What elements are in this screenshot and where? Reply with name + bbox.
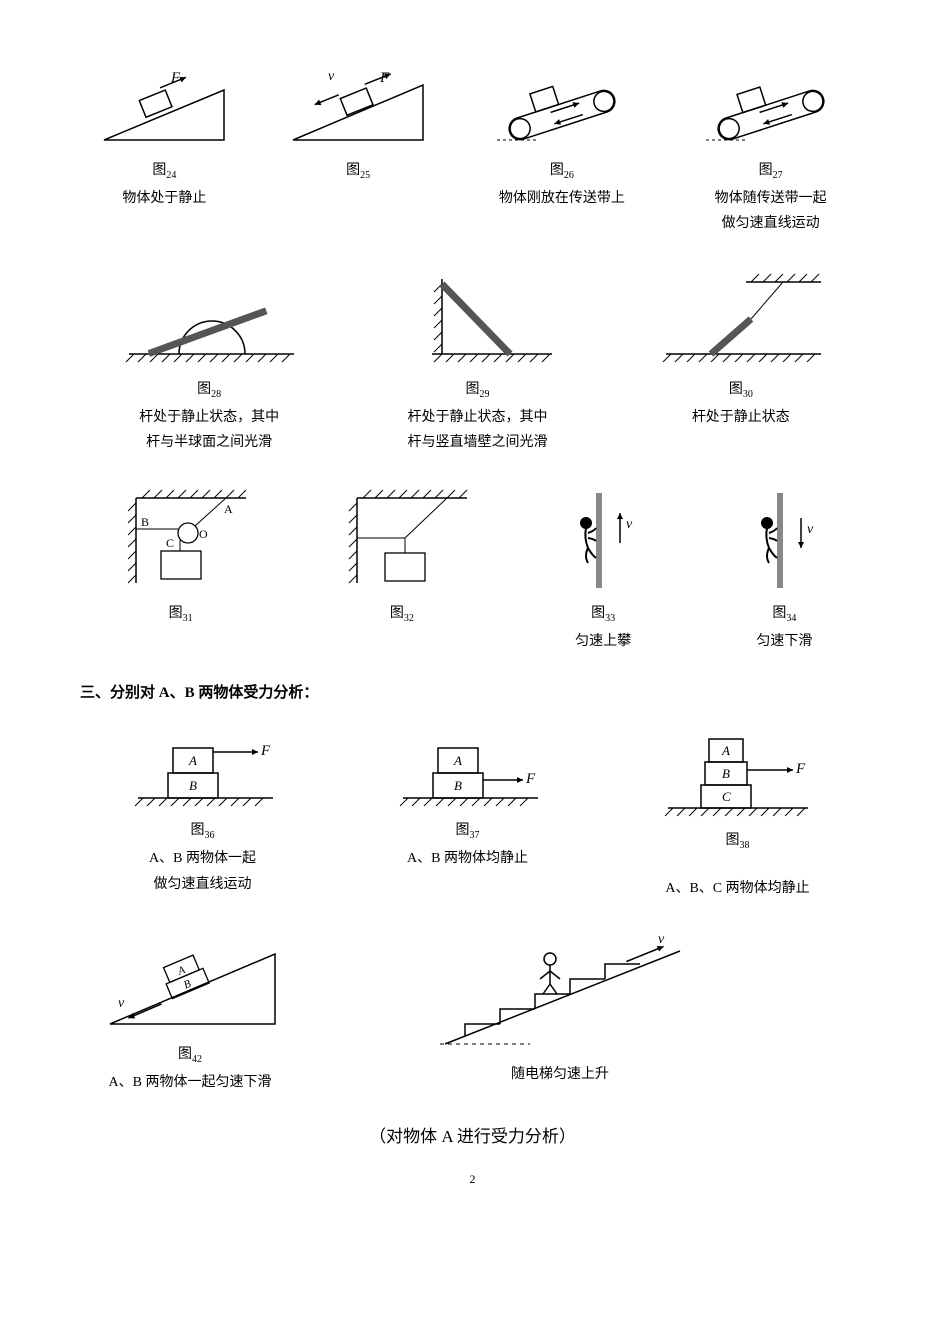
caption-34: 图34 (772, 604, 796, 626)
desc-escalator: 随电梯匀速上升 (511, 1065, 609, 1085)
caption-42: 图42 (178, 1045, 202, 1067)
force-label: F (170, 70, 181, 86)
figure-37: A B F 图37 A、B 两物体均静止 (378, 720, 558, 868)
section-3-title: 三、分别对 A、B 两物体受力分析： (80, 681, 875, 702)
label-C: C (722, 789, 731, 804)
figure-38: A B C F 图38 A、B、C 两物体均静止 (643, 720, 833, 898)
label-B: B (189, 778, 197, 793)
diagram-escalator: v (410, 929, 710, 1059)
desc-38: A、B、C 两物体均静止 (665, 879, 809, 899)
caption-28: 图28 (197, 380, 221, 402)
label-A: A (721, 743, 730, 758)
footnote: （对物体 A 进行受力分析） (70, 1122, 875, 1147)
caption-26: 图26 (550, 161, 574, 183)
desc-29a: 杆处于静止状态，其中 (407, 408, 547, 428)
force-label: F (795, 761, 806, 777)
force-label: F (379, 70, 390, 86)
velocity-label: v (328, 69, 335, 84)
desc-27b: 做匀速直线运动 (722, 214, 820, 234)
diagram-37-stack: A B F (378, 720, 558, 815)
desc-27a: 物体随传送带一起 (715, 189, 827, 209)
label-C: C (166, 536, 174, 550)
caption-27: 图27 (759, 161, 783, 183)
velocity-label: v (658, 932, 665, 947)
figure-32: 图32 (327, 483, 477, 626)
diagram-27-conveyor (686, 60, 856, 155)
diagram-31-pulley: A B C O (106, 483, 256, 598)
caption-24: 图24 (152, 161, 176, 183)
figure-24: F 图24 物体处于静止 (89, 60, 239, 208)
desc-33: 匀速上攀 (575, 632, 631, 652)
figure-30: 图30 杆处于静止状态 (651, 264, 831, 427)
figure-25: v F 图25 (278, 60, 438, 183)
label-O: O (199, 527, 208, 541)
diagram-28-rod-hemisphere (114, 264, 304, 374)
row-5: A B v 图42 A、B 两物体一起匀速下滑 (70, 929, 875, 1092)
velocity-label: v (807, 522, 814, 537)
figure-26: 图26 物体刚放在传送带上 (477, 60, 647, 208)
caption-29: 图29 (465, 380, 489, 402)
desc-26: 物体刚放在传送带上 (499, 189, 625, 209)
label-B: B (141, 515, 149, 529)
caption-25: 图25 (346, 161, 370, 183)
label-A: A (188, 753, 197, 768)
figure-27: 图27 物体随传送带一起 做匀速直线运动 (686, 60, 856, 234)
row-4: A B F 图36 A、B 两物体一起 做匀速直线运动 (70, 720, 875, 898)
velocity-label: v (118, 996, 125, 1011)
desc-28a: 杆处于静止状态，其中 (139, 408, 279, 428)
diagram-26-conveyor (477, 60, 647, 155)
caption-33: 图33 (591, 604, 615, 626)
row-3: A B C O 图31 (70, 483, 875, 651)
figure-29: 图29 杆处于静止状态，其中 杆与竖直墙壁之间光滑 (392, 264, 562, 453)
page-container: F 图24 物体处于静止 v F 图25 (0, 0, 945, 1227)
figure-33: v 图33 匀速上攀 (548, 483, 658, 651)
caption-31: 图31 (169, 604, 193, 626)
caption-32: 图32 (390, 604, 414, 626)
diagram-32-knot (327, 483, 477, 598)
desc-37: A、B 两物体均静止 (407, 849, 528, 869)
label-B: B (454, 778, 462, 793)
desc-36a: A、B 两物体一起 (149, 849, 256, 869)
diagram-38-stack-3: A B C F (643, 720, 833, 825)
label-B: B (182, 977, 193, 991)
label-A: A (224, 502, 233, 516)
force-label: F (260, 743, 271, 759)
caption-30: 图30 (729, 380, 753, 402)
page-number: 2 (70, 1172, 875, 1187)
caption-37: 图37 (456, 821, 480, 843)
figure-31: A B C O 图31 (106, 483, 256, 626)
figure-28: 图28 杆处于静止状态，其中 杆与半球面之间光滑 (114, 264, 304, 453)
figure-36: A B F 图36 A、B 两物体一起 做匀速直线运动 (113, 720, 293, 894)
diagram-42-incline-stack: A B v (90, 929, 290, 1039)
figure-42: A B v 图42 A、B 两物体一起匀速下滑 (90, 929, 290, 1092)
desc-28b: 杆与半球面之间光滑 (146, 433, 272, 453)
row-1: F 图24 物体处于静止 v F 图25 (70, 60, 875, 234)
force-label: F (525, 771, 536, 787)
desc-34: 匀速下滑 (756, 632, 812, 652)
velocity-label: v (626, 517, 633, 532)
desc-42: A、B 两物体一起匀速下滑 (109, 1073, 272, 1093)
figure-escalator: v 随电梯匀速上升 (410, 929, 710, 1085)
desc-24: 物体处于静止 (122, 189, 206, 209)
diagram-36-stack: A B F (113, 720, 293, 815)
desc-30: 杆处于静止状态 (692, 408, 790, 428)
desc-29b: 杆与竖直墙壁之间光滑 (407, 433, 547, 453)
diagram-29-rod-wall (392, 264, 562, 374)
label-A: A (453, 753, 462, 768)
figure-34: v 图34 匀速下滑 (729, 483, 839, 651)
caption-38: 图38 (726, 831, 750, 853)
diagram-33-climb-up: v (548, 483, 658, 598)
diagram-25-incline-block: v F (278, 60, 438, 155)
diagram-34-slide-down: v (729, 483, 839, 598)
row-2: 图28 杆处于静止状态，其中 杆与半球面之间光滑 (70, 264, 875, 453)
label-B: B (722, 766, 730, 781)
caption-36: 图36 (191, 821, 215, 843)
desc-36b: 做匀速直线运动 (154, 875, 252, 895)
diagram-24-incline-block: F (89, 60, 239, 155)
diagram-30-rod-ceiling (651, 264, 831, 374)
